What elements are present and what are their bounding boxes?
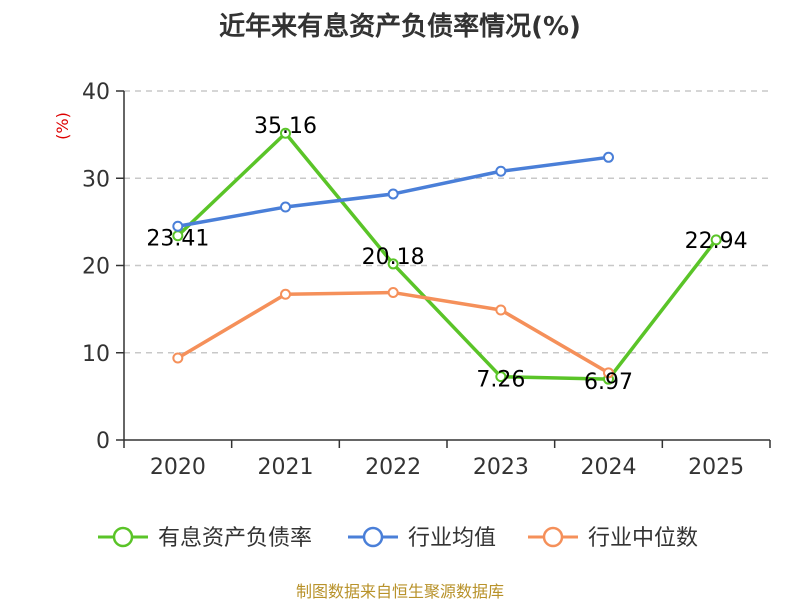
- data-labels: 23.41 35.16 20.18 7.26 6.97 22.94: [146, 114, 747, 395]
- series-point-1: [172, 220, 184, 232]
- legend-marker: [542, 526, 564, 548]
- series-point-2: [603, 367, 614, 379]
- axes: 0 10 20 30 40 2020 2021 2022 2023 2024 2025: [82, 80, 771, 480]
- series-point-0: [387, 258, 399, 270]
- y-tick-label: 20: [82, 255, 110, 280]
- legend-item-2[interactable]: 行业中位数: [528, 526, 698, 551]
- grid-lines: [124, 90, 770, 354]
- series-point-2: [172, 352, 184, 364]
- series-point-1: [387, 188, 399, 200]
- series-point-2: [495, 304, 507, 316]
- series-point-2: [387, 287, 399, 299]
- y-tick-label: 10: [82, 342, 110, 367]
- chart-title: 近年来有息资产负债率情况(%): [219, 12, 581, 42]
- legend-label: 行业中位数: [588, 526, 698, 551]
- data-label: 20.18: [362, 245, 425, 270]
- x-tick-label: 2025: [688, 455, 744, 480]
- legend-item-0[interactable]: 有息资产负债率: [98, 526, 312, 551]
- series-point-2: [280, 288, 291, 300]
- legend-label: 有息资产负债率: [158, 526, 312, 551]
- x-tick-label: 2020: [150, 455, 206, 480]
- legend-label: 行业均值: [408, 526, 496, 551]
- y-axis-unit: (%): [53, 112, 72, 140]
- x-tick-label: 2021: [258, 455, 314, 480]
- y-tick-label: 0: [96, 429, 110, 454]
- data-label: 35.16: [254, 114, 317, 139]
- series-point-1: [280, 201, 291, 213]
- series-line-0: [176, 131, 718, 381]
- legend-marker: [362, 526, 384, 548]
- x-tick-label: 2024: [581, 455, 637, 480]
- y-tick-label: 40: [82, 80, 110, 105]
- series-point-0: [495, 371, 507, 383]
- series-point-0: [280, 127, 291, 139]
- series-point-0: [710, 234, 722, 246]
- x-tick-label: 2022: [365, 455, 421, 480]
- data-label: 22.94: [685, 229, 748, 254]
- series-point-1: [603, 151, 614, 163]
- series-line-2: [176, 290, 610, 375]
- data-label: 7.26: [476, 368, 525, 393]
- x-tick-label: 2023: [473, 455, 529, 480]
- legend-marker: [112, 526, 134, 548]
- legend: 有息资产负债率 行业均值 行业中位数: [98, 526, 698, 551]
- data-label: 23.41: [146, 227, 209, 252]
- series-point-1: [495, 165, 507, 177]
- legend-item-1[interactable]: 行业均值: [348, 526, 496, 551]
- source-note: 制图数据来自恒生聚源数据库: [295, 582, 504, 601]
- data-label: 6.97: [584, 370, 633, 395]
- series-lines: [172, 127, 722, 385]
- y-tick-label: 30: [82, 167, 110, 192]
